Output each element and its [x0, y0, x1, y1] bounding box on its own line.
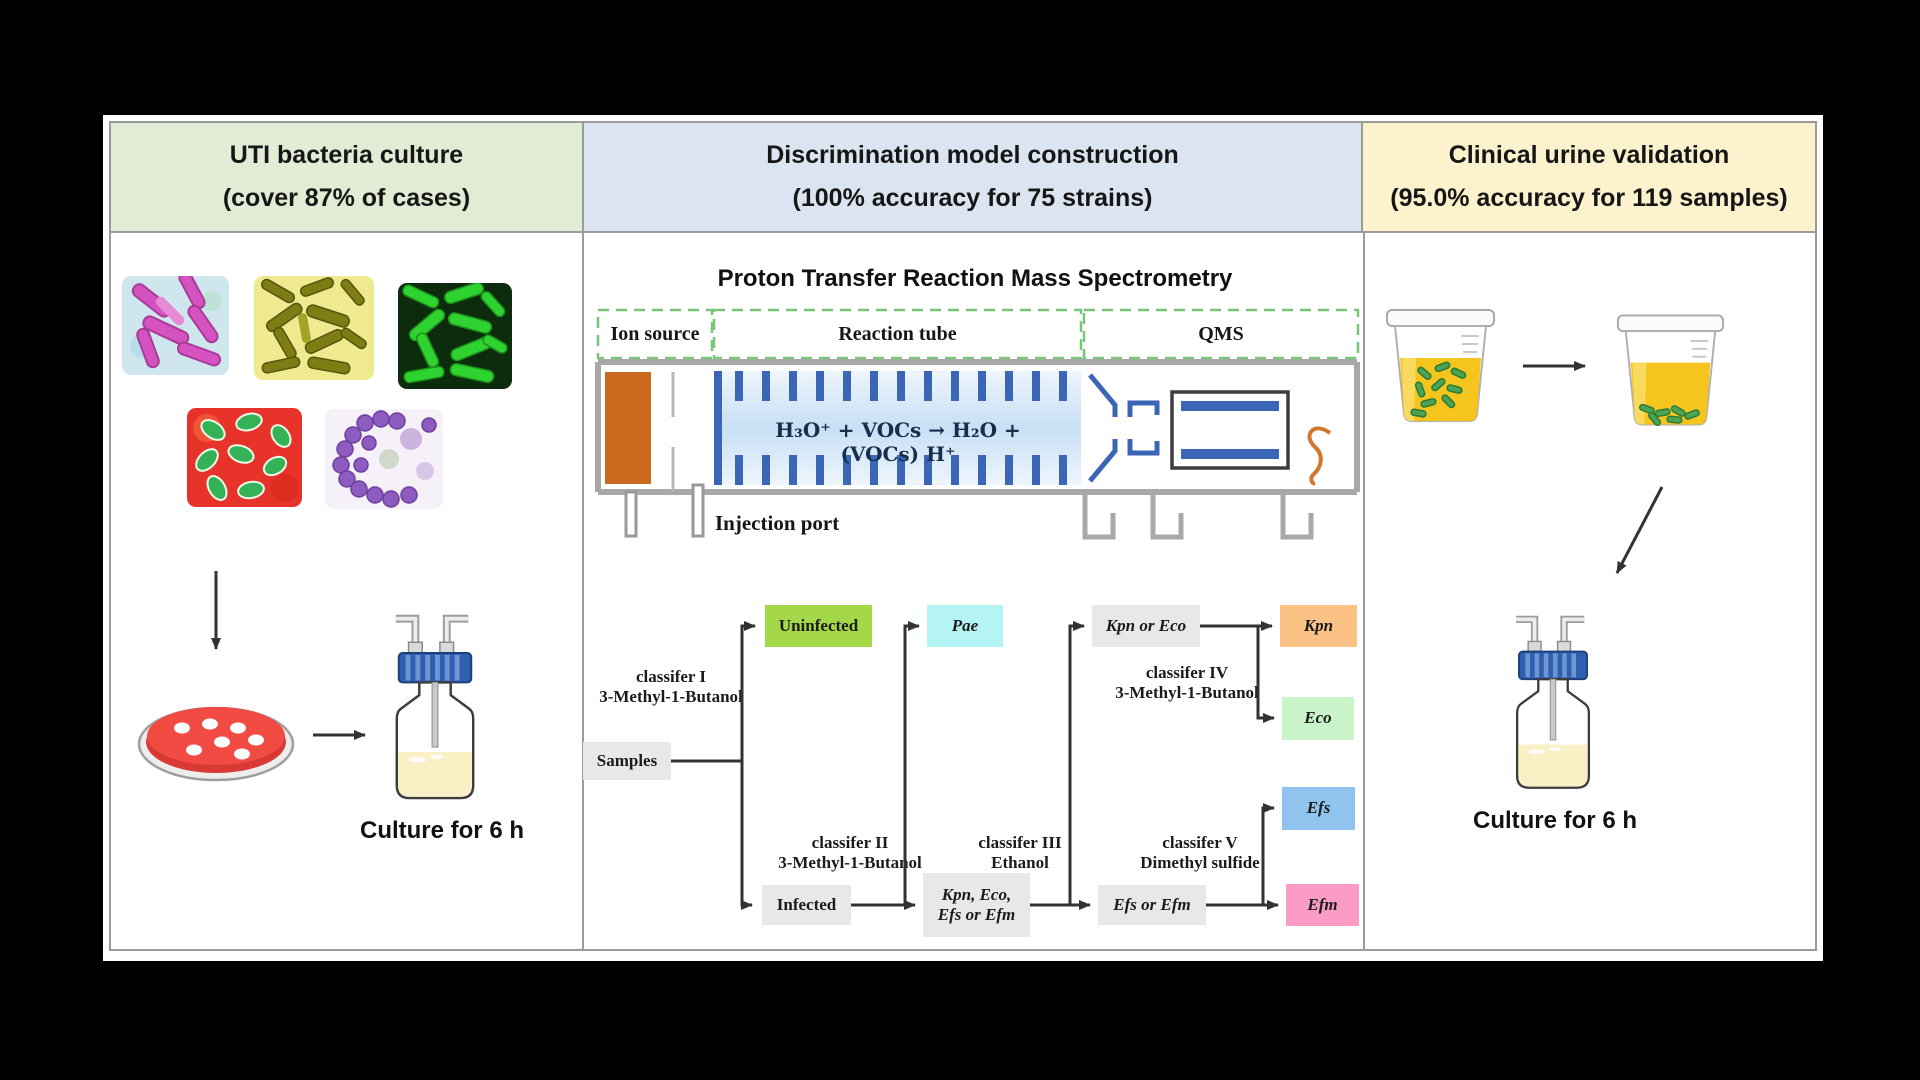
label-classifier-4: classifer IV 3-Methyl-1-Butanol: [1082, 663, 1292, 703]
figure: UTI bacteria culture (cover 87% of cases…: [103, 115, 1823, 961]
urine-cup-fresh: [1386, 309, 1495, 422]
ptrms-machine: [595, 308, 1360, 540]
bottle-liquid: [398, 752, 472, 797]
header-mid-line1: Discrimination model construction: [766, 141, 1179, 169]
classifier-5-name: classifer V: [1162, 833, 1238, 852]
header-uti-bacteria-culture: UTI bacteria culture (cover 87% of cases…: [111, 123, 584, 231]
ptrms-formula: H₃O⁺ + VOCs → H₂O + (VOCs) H⁺: [775, 418, 1021, 466]
flow-box-uninfected: Uninfected: [765, 605, 872, 647]
header-right-line1: Clinical urine validation: [1448, 141, 1730, 169]
bacteria-image-olive-rods: [254, 276, 374, 380]
header-row: UTI bacteria culture (cover 87% of cases…: [109, 121, 1817, 233]
header-right-line2: (95.0% accuracy for 119 samples): [1390, 184, 1788, 212]
bacteria-rods-settled: [1639, 403, 1700, 427]
classifier-2-voc: 3-Methyl-1-Butanol: [778, 853, 922, 872]
classifier-5-voc: Dimethyl sulfide: [1140, 853, 1260, 872]
detector-icon: [1307, 426, 1332, 486]
ion-source-dashed-box: [596, 308, 714, 360]
header-left-line2: (cover 87% of cases): [222, 184, 471, 212]
classifier-3-name: classifer III: [978, 833, 1062, 852]
flow-box-kpn-eco-efs-efm: Kpn, Eco, Efs or Efm: [923, 873, 1030, 937]
label-classifier-1: classifer I 3-Methyl-1-Butanol: [566, 667, 776, 707]
label-injection-port: Injection port: [715, 511, 840, 535]
panel-divider-left: [582, 233, 584, 949]
ion-source-block: [605, 372, 651, 484]
header-left-line1: UTI bacteria culture: [229, 141, 464, 169]
classifier-3-voc: Ethanol: [991, 853, 1049, 872]
label-classifier-2: classifer II 3-Methyl-1-Butanol: [745, 833, 955, 873]
caption-culture-left: Culture for 6 h: [359, 817, 524, 844]
classifier-1-voc: 3-Methyl-1-Butanol: [599, 687, 743, 706]
bacteria-image-green-cocci: [187, 408, 302, 507]
flow-box-samples: Samples: [583, 742, 671, 780]
classifier-2-name: classifer II: [811, 833, 889, 852]
qms-ion-lenses: [1088, 373, 1160, 483]
caption-culture-right: Culture for 6 h: [1472, 807, 1637, 834]
flow-box-efm: Efm: [1286, 884, 1359, 926]
label-classifier-3: classifer III Ethanol: [915, 833, 1125, 873]
flow-box-infected: Infected: [762, 885, 851, 925]
label-reaction-tube: Reaction tube: [838, 322, 957, 345]
urine-cup-settled: [1616, 314, 1725, 427]
bottle-liquid: [1518, 744, 1588, 787]
reaction-tube-dashed-box: [712, 308, 1083, 360]
header-clinical-urine-validation: Clinical urine validation (95.0% accurac…: [1363, 123, 1815, 231]
qms-dashed-box: [1082, 308, 1360, 360]
classifier-1-name: classifer I: [635, 667, 707, 686]
ptrms-title: Proton Transfer Reaction Mass Spectromet…: [717, 265, 1233, 292]
flow-box-kpn-or-eco: Kpn or Eco: [1092, 605, 1200, 647]
header-discrimination-model: Discrimination model construction (100% …: [584, 123, 1363, 231]
gas-washing-bottle-right: [1515, 615, 1591, 789]
header-mid-line2: (100% accuracy for 75 strains): [792, 184, 1153, 212]
flow-box-efs: Efs: [1282, 787, 1355, 830]
kee-line1: Kpn, Eco,: [941, 884, 1012, 904]
bacteria-image-green-rods: [398, 283, 512, 389]
flow-box-eco: Eco: [1282, 697, 1354, 740]
bacteria-rods: [1410, 361, 1467, 418]
label-classifier-5: classifer V Dimethyl sulfide: [1095, 833, 1305, 873]
classifier-4-name: classifer IV: [1145, 663, 1229, 682]
flow-box-efs-or-efm: Efs or Efm: [1098, 885, 1206, 925]
label-qms: QMS: [1198, 322, 1244, 345]
petri-dish: [137, 706, 295, 782]
bacteria-image-purple-cocci: [325, 409, 443, 509]
gas-washing-bottle: [395, 614, 475, 800]
flow-box-kpn: Kpn: [1280, 605, 1357, 647]
label-ion-source: Ion source: [610, 322, 700, 345]
flow-box-pae: Pae: [927, 605, 1003, 647]
bacteria-image-pink-rods: [122, 276, 229, 375]
kee-line2: Efs or Efm: [937, 905, 1016, 924]
content-frame: [109, 231, 1817, 951]
panel-divider-right: [1363, 233, 1365, 949]
classifier-4-voc: 3-Methyl-1-Butanol: [1115, 683, 1259, 702]
